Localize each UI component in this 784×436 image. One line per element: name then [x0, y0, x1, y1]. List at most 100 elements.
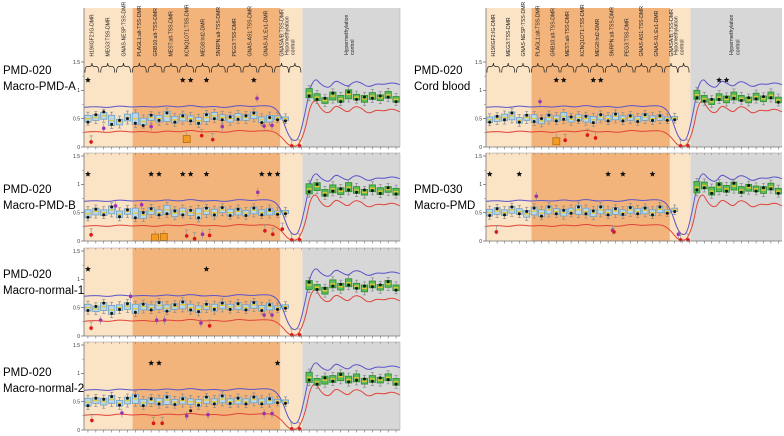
sample-dot — [540, 117, 543, 121]
significance-star — [716, 77, 723, 83]
purple-dot — [128, 294, 133, 299]
sample-dot — [323, 376, 327, 380]
y-tick-label: 0 — [77, 145, 80, 151]
sample-dot — [747, 96, 751, 100]
y-tick-label: 1.5 — [73, 60, 80, 66]
sample-dot — [378, 94, 382, 98]
significance-star — [85, 171, 91, 177]
y-tick-label: 0.5 — [73, 210, 80, 216]
sample-dot — [94, 396, 98, 400]
sample-dot — [307, 378, 311, 382]
sample-dot — [165, 309, 169, 313]
sample-dot — [315, 182, 319, 186]
sample-type: Macro-PMD — [414, 199, 476, 212]
sample-dot — [220, 206, 224, 210]
column-label: PLAGL1:alt-TSS-DMR — [536, 5, 542, 56]
sample-dot — [212, 117, 216, 121]
sample-dot — [628, 206, 632, 210]
hypomethylation-control-label: control — [291, 39, 297, 55]
column-label: GRB10:alt-TSS-DMR — [550, 8, 556, 57]
sample-dot — [220, 394, 224, 398]
region-dark — [132, 248, 281, 336]
y-tick-label: 1.5 — [73, 249, 80, 255]
sample-dot — [591, 121, 595, 125]
red-dot — [263, 229, 267, 233]
sample-dot — [173, 209, 177, 213]
sample-dot — [769, 96, 773, 100]
purple-dot — [676, 232, 681, 236]
group-bracket — [116, 62, 131, 73]
sample-dot — [532, 206, 536, 210]
sample-dot — [658, 114, 662, 118]
significance-star — [187, 171, 194, 177]
purple-dot — [255, 190, 260, 195]
sample-dot — [86, 120, 90, 124]
sample-dot — [710, 191, 714, 195]
sample-dot — [133, 121, 137, 125]
hypomethylation-control-label: Hypomethylation — [284, 16, 290, 55]
group-bracket — [195, 62, 210, 73]
blue-reference-line — [83, 362, 401, 424]
sample-dot — [503, 213, 506, 217]
sample-dot — [599, 113, 603, 117]
purple-dot — [270, 313, 274, 317]
red-dot — [199, 133, 204, 138]
sample-dot — [776, 191, 780, 195]
column-label: MEG8:Int2-DMR — [595, 19, 601, 57]
sample-dot — [347, 90, 351, 94]
sample-dot — [569, 211, 573, 215]
y-tick-label: 1 — [77, 277, 80, 283]
y-tick-label: 0 — [479, 145, 482, 151]
y-tick-label: 0 — [77, 334, 80, 340]
blue-reference-line — [83, 268, 401, 330]
purple-dot — [270, 411, 274, 416]
significance-star — [156, 360, 162, 366]
group-bracket — [486, 62, 501, 73]
sample-dot — [110, 395, 114, 399]
purple-dot — [98, 318, 103, 322]
sample-dot — [378, 191, 382, 195]
significance-star — [649, 171, 656, 177]
sample-type: Cord blood — [414, 80, 471, 93]
column-label: GNAS-AS1:TSS-DMR — [639, 6, 645, 57]
red-dot — [192, 236, 197, 241]
sample-dot — [212, 402, 216, 406]
sample-dot — [118, 118, 122, 122]
column-label: MEG3:TSS-DMR — [106, 17, 112, 56]
significance-star — [516, 171, 523, 177]
group-bracket — [590, 62, 604, 73]
hypermethylation-control-label: control — [350, 39, 356, 55]
sample-dot — [157, 213, 161, 217]
sample-dot — [355, 286, 359, 290]
group-bracket — [677, 62, 690, 73]
significance-star — [597, 77, 604, 83]
panel-title-macro-normal-2: PMD-020 Macro-normal-2 — [3, 366, 84, 397]
red-dot — [585, 133, 590, 137]
column-label: MEG8:Int2-DMR — [200, 19, 206, 57]
sample-dot — [157, 402, 161, 406]
sample-dot — [362, 284, 366, 288]
sample-dot — [110, 311, 114, 315]
sample-id: PMD-020 — [3, 367, 52, 379]
red-dot — [271, 232, 275, 236]
group-bracket — [100, 62, 116, 73]
red-dot — [494, 230, 499, 234]
purple-dot — [255, 96, 259, 101]
orange-square — [182, 135, 191, 143]
sample-dot — [197, 310, 201, 314]
sample-dot — [394, 382, 398, 386]
region-light — [84, 153, 133, 241]
purple-dot — [534, 194, 539, 199]
purple-dot — [120, 411, 124, 415]
sample-dot — [339, 187, 343, 191]
group-bracket — [131, 62, 147, 73]
sample-dot — [197, 121, 201, 125]
significance-star — [266, 171, 273, 177]
region-gray — [302, 8, 400, 147]
sample-dot — [702, 186, 706, 190]
panel-title-macro-pmd-a: PMD-020 Macro-PMD-A — [3, 64, 76, 95]
sample-dot — [149, 113, 153, 117]
sample-dot — [331, 91, 335, 95]
sample-dot — [323, 96, 327, 100]
group-bracket — [619, 62, 634, 73]
